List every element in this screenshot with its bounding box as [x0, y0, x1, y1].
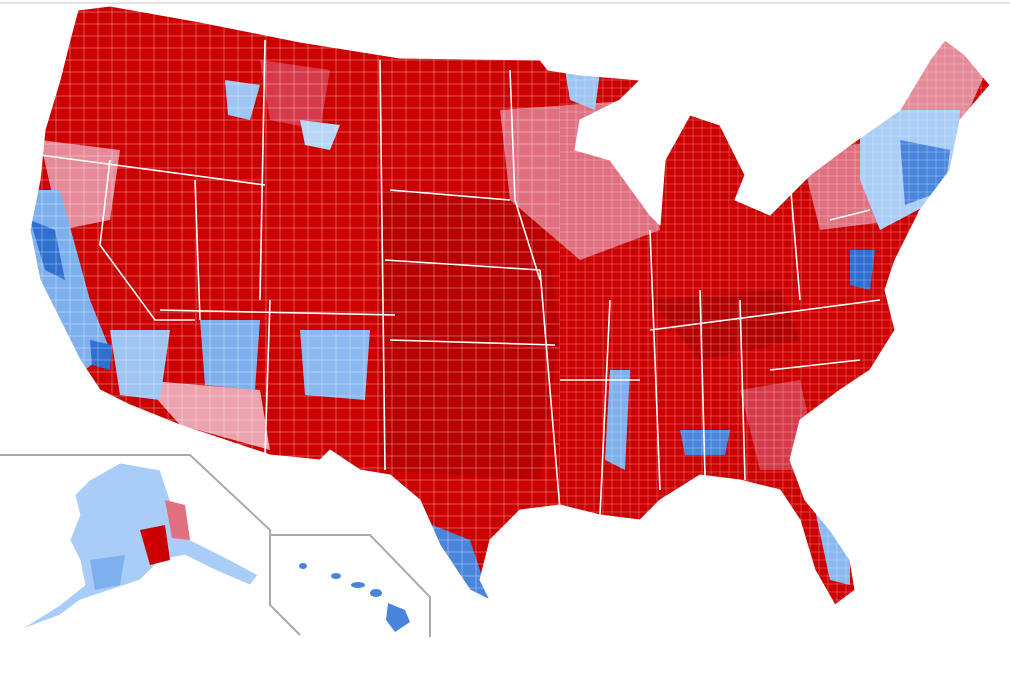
alaska-blue-area: [90, 555, 125, 590]
maui: [370, 589, 382, 597]
oahu: [331, 573, 341, 579]
alaska-inset-frame: [0, 454, 301, 636]
hawaii-inset-frame: [270, 534, 431, 637]
alaska-red-area: [140, 525, 170, 565]
alaska: [19, 462, 259, 631]
molokai: [351, 582, 365, 588]
kauai: [299, 563, 307, 569]
county-lines-east: [560, 6, 990, 605]
big-island: [386, 603, 410, 632]
hawaii: [299, 563, 410, 632]
state-borders: [39, 39, 881, 516]
alaska-pink-area: [165, 500, 190, 540]
